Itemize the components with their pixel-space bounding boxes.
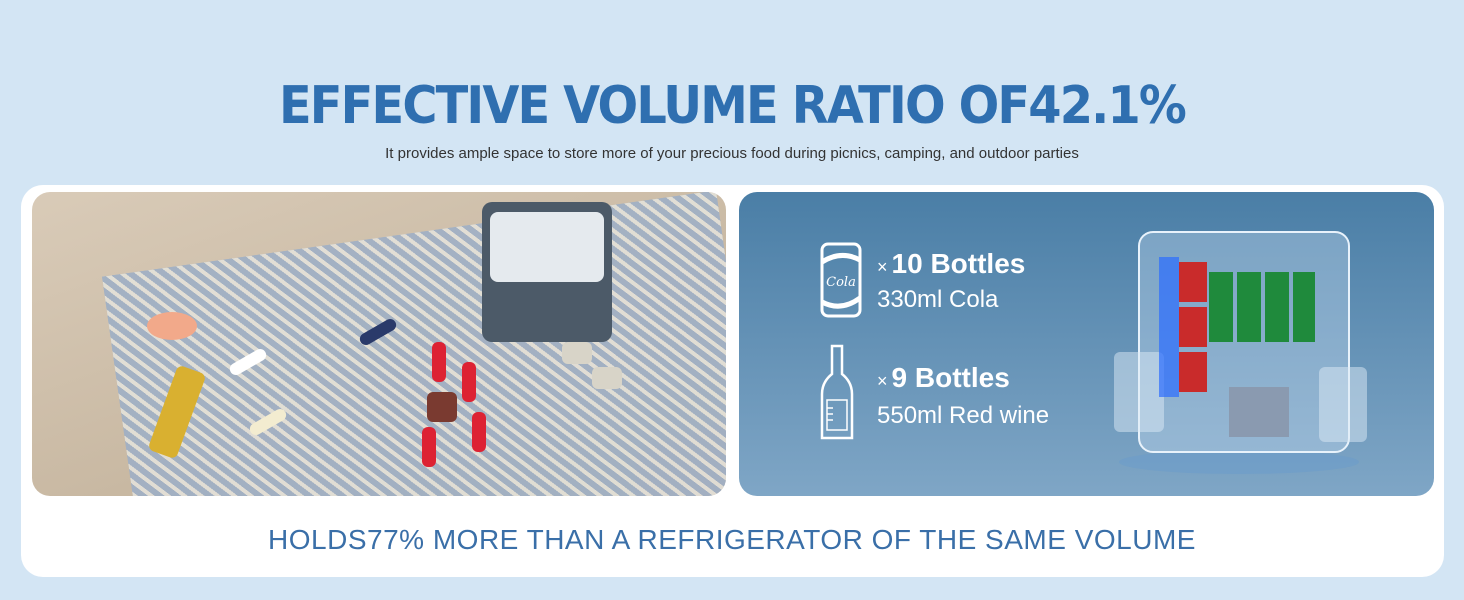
picnic-blanket xyxy=(102,192,726,496)
multiplier: × xyxy=(877,371,888,391)
transparent-fridge-image xyxy=(1114,231,1367,474)
cooler-image xyxy=(482,202,612,342)
cola-description: 330ml Cola xyxy=(877,286,999,313)
cola-can-icon: Cola xyxy=(820,242,862,318)
picnic-photo xyxy=(32,192,726,496)
page-subtitle: It provides ample space to store more of… xyxy=(385,145,1079,162)
cola-count: 10 Bottles xyxy=(891,248,1026,279)
multiplier: × xyxy=(877,257,888,277)
wine-description: 550ml Red wine xyxy=(877,402,1050,429)
wine-bottle-icon xyxy=(820,344,854,440)
wine-count: 9 Bottles xyxy=(891,362,1010,393)
capacity-panel: Cola × 10 Bottles 330ml Cola × 9 Bottles 5… xyxy=(739,192,1434,496)
footer-claim: HOLDS77% MORE THAN A REFRIGERATOR OF THE… xyxy=(268,524,1196,555)
page-title: EFFECTIVE VOLUME RATIO OF42.1% xyxy=(278,76,1187,136)
svg-text:Cola: Cola xyxy=(826,275,856,290)
